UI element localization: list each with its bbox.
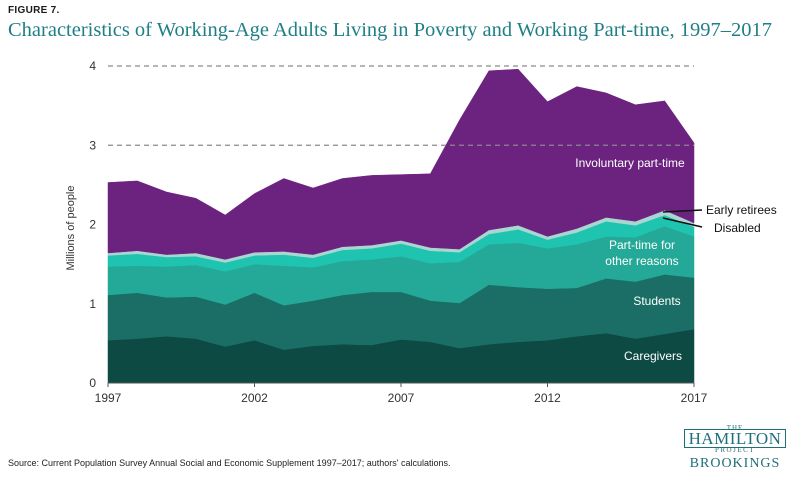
x-tick-label: 2007 — [388, 391, 415, 405]
label-caregivers: Caregivers — [624, 349, 682, 363]
label-other-reasons-1: Part-time for — [609, 238, 675, 252]
y-tick-label: 4 — [89, 59, 96, 73]
label-early-retirees: Early retirees — [706, 203, 777, 217]
logo-project: PROJECT — [714, 446, 756, 454]
label-other-reasons-2: other reasons — [605, 254, 678, 268]
logo-the: THE — [726, 424, 744, 432]
area-layers — [107, 68, 695, 384]
label-involuntary: Involuntary part-time — [575, 156, 685, 170]
y-tick-label: 2 — [89, 218, 96, 232]
stacked-area-chart: 0 1 2 3 4 1997 2002 2007 2012 2017 Millions of pe… — [65, 59, 777, 405]
figure-label: FIGURE 7. — [8, 5, 60, 16]
axes: 0 1 2 3 4 1997 2002 2007 2012 2017 — [89, 59, 707, 405]
area-involuntary — [107, 68, 695, 260]
gridlines — [108, 65, 694, 146]
leader-disabled — [662, 217, 703, 228]
leader-early-retirees — [662, 209, 703, 213]
hamilton-brookings-logo: THE HAMILTON PROJECT BROOKINGS — [678, 424, 792, 474]
x-tick-label: 1997 — [95, 391, 122, 405]
logo-brookings: BROOKINGS — [689, 456, 781, 471]
logo-hamilton: HAMILTON — [688, 429, 782, 448]
x-tick-label: 2002 — [241, 391, 268, 405]
y-tick-label: 1 — [89, 297, 96, 311]
logo-box: HAMILTON — [684, 429, 786, 448]
y-tick-label: 3 — [89, 138, 96, 152]
source-note: Source: Current Population Survey Annual… — [8, 458, 451, 468]
y-axis-label: Millions of people — [65, 186, 77, 271]
x-tick-label: 2017 — [681, 391, 708, 405]
label-disabled: Disabled — [714, 221, 761, 235]
label-students: Students — [633, 294, 680, 308]
figure-title: Characteristics of Working-Age Adults Li… — [8, 19, 773, 41]
x-tick-label: 2012 — [534, 391, 561, 405]
y-tick-label: 0 — [89, 376, 96, 390]
series-labels: Involuntary part-time Part-time for othe… — [575, 156, 776, 363]
